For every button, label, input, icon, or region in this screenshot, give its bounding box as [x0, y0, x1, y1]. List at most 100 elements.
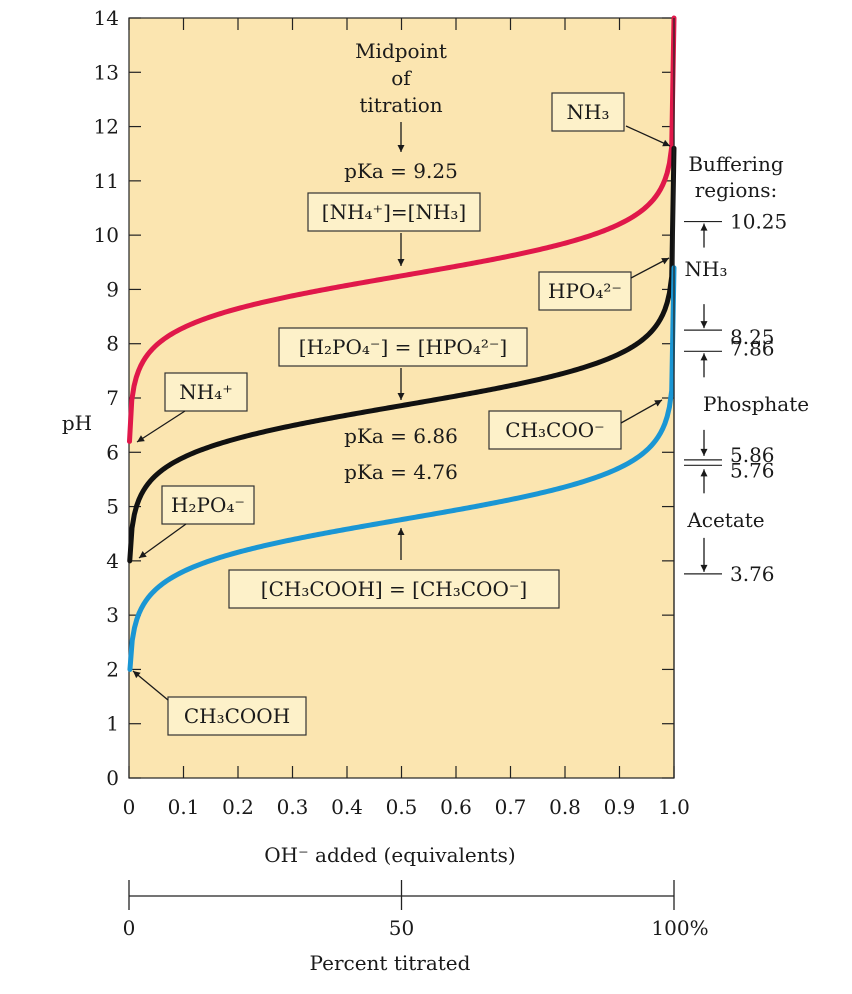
h2po4-label-box: H₂PO₄⁻: [161, 485, 255, 525]
acetate-region-name: Acetate: [686, 508, 764, 532]
ch3cooh-label-box-text: CH₃COOH: [184, 704, 290, 728]
eq-phos-box-text: [H₂PO₄⁻] = [HPO₄²⁻]: [299, 335, 507, 359]
hpo4-label-box: HPO₄²⁻: [538, 271, 632, 311]
nh3-region-name: NH₃: [685, 257, 728, 281]
acet-upper-label: 5.76: [730, 458, 775, 482]
midpoint-arrow-head: [397, 145, 405, 152]
ch3coo-label-box-text: CH₃COO⁻: [505, 418, 604, 442]
percent-tick-label: 50: [389, 916, 414, 940]
pka-nh3-label: pKa = 9.25: [344, 159, 458, 183]
nh3-label-box: NH₃: [551, 92, 625, 132]
x-tick-label: 1.0: [658, 795, 690, 819]
eq-nh3-arrow-head: [397, 259, 405, 266]
annotations: Midpoint of titration pKa = 9.25 [NH₄⁺]=[NH₃…: [132, 39, 671, 736]
percent-tick-label: 100%: [651, 916, 708, 940]
y-tick-label: 8: [106, 332, 119, 356]
nh4-label-box-frame: [164, 372, 248, 412]
x-tick-label: 0: [123, 795, 136, 819]
nh4-label-arrow: [136, 410, 186, 443]
nh4-label-box-text: NH₄⁺: [179, 380, 233, 404]
phos-upper-label: 7.86: [730, 336, 775, 360]
phos-down-arrow-head: [700, 448, 708, 456]
nh3-down-arrow-head: [700, 321, 708, 329]
x-tick-label: 0.5: [386, 795, 418, 819]
x-axis-label: OH⁻ added (equivalents): [264, 843, 515, 867]
hpo4-label-box-text: HPO₄²⁻: [548, 279, 622, 303]
pka-acet-label: pKa = 4.76: [344, 460, 458, 484]
titration-curves: [126, 15, 677, 672]
eq-phos-box: [H₂PO₄⁻] = [HPO₄²⁻]: [278, 327, 528, 367]
y-tick-label: 5: [106, 495, 119, 519]
acet-down-arrow-head: [700, 564, 708, 572]
x-tick-label: 0.3: [277, 795, 309, 819]
y-tick-label: 12: [94, 115, 119, 139]
nh3-label-arrow-head: [662, 139, 670, 147]
buffering-title: Buffering: [688, 152, 783, 176]
hpo4-label-box-frame: [538, 271, 632, 311]
y-tick-label: 11: [94, 169, 119, 193]
acet-lower-label: 3.76: [730, 562, 775, 586]
eq-phos-box-frame: [278, 327, 528, 367]
y-axis-label: pH: [62, 411, 92, 435]
curve-phosphate: [127, 145, 677, 564]
eq-nh3-box-frame: [307, 192, 481, 232]
y-tick-label: 7: [106, 386, 119, 410]
nh3-up-arrow-head: [700, 223, 708, 231]
curve-nh3: [126, 15, 677, 444]
eq-acet-arrow-head: [397, 528, 405, 535]
ch3cooh-label-arrow: [132, 670, 169, 701]
y-tick-label: 6: [106, 440, 119, 464]
midpoint-label-line: of: [391, 66, 412, 90]
midpoint-label-line: titration: [359, 93, 442, 117]
y-tick-label: 2: [106, 657, 119, 681]
y-tick-label: 10: [94, 223, 119, 247]
x-tick-label: 0.1: [168, 795, 200, 819]
ch3coo-label-box: CH₃COO⁻: [488, 410, 622, 450]
y-tick-label: 4: [106, 549, 119, 573]
hpo4-label-arrow: [630, 257, 670, 279]
midpoint-label-line: Midpoint: [355, 39, 447, 63]
ch3cooh-label-box: CH₃COOH: [167, 696, 307, 736]
y-tick-label: 3: [106, 603, 119, 627]
phos-up-arrow-head: [700, 353, 708, 361]
x-tick-label: 0.7: [495, 795, 527, 819]
h2po4-label-box-text: H₂PO₄⁻: [171, 493, 245, 517]
nh3-upper-label: 10.25: [730, 210, 787, 234]
h2po4-label-box-frame: [161, 485, 255, 525]
phosphate-region-name: Phosphate: [703, 392, 809, 416]
y-tick-label: 9: [106, 277, 119, 301]
ch3cooh-label-box-frame: [167, 696, 307, 736]
nh3-label-box-frame: [551, 92, 625, 132]
x-tick-label: 0.9: [604, 795, 636, 819]
x-tick-label: 0.8: [549, 795, 581, 819]
percent-tick-label: 0: [123, 916, 136, 940]
phos-lower-label: 5.86: [730, 443, 775, 467]
h2po4-label-arrow-head: [139, 551, 147, 558]
eq-nh3-box-text: [NH₄⁺]=[NH₃]: [322, 200, 466, 224]
buffering-title: regions:: [695, 178, 778, 202]
nh3-lower-label: 8.25: [730, 325, 775, 349]
hpo4-label-arrow-head: [661, 258, 669, 265]
y-tick-label: 13: [94, 60, 119, 84]
h2po4-label-arrow: [138, 523, 187, 559]
acet-up-arrow-head: [700, 469, 708, 477]
ch3cooh-label-arrow-head: [133, 671, 141, 679]
x-tick-label: 0.6: [440, 795, 472, 819]
ch3coo-label-box-frame: [488, 410, 622, 450]
percent-axis-label: Percent titrated: [310, 951, 471, 975]
nh3-label-box-text: NH₃: [567, 100, 610, 124]
x-tick-label: 0.2: [222, 795, 254, 819]
pka-phos-label: pKa = 6.86: [344, 424, 458, 448]
eq-nh3-box: [NH₄⁺]=[NH₃]: [307, 192, 481, 232]
y-tick-label: 1: [106, 712, 119, 736]
eq-acet-box-frame: [228, 569, 560, 609]
nh4-label-box: NH₄⁺: [164, 372, 248, 412]
ch3coo-label-arrow-head: [654, 400, 662, 407]
nh3-label-arrow: [625, 125, 671, 147]
curve-acetate: [127, 265, 677, 672]
eq-phos-arrow-head: [397, 393, 405, 400]
y-tick-label: 14: [94, 6, 119, 30]
